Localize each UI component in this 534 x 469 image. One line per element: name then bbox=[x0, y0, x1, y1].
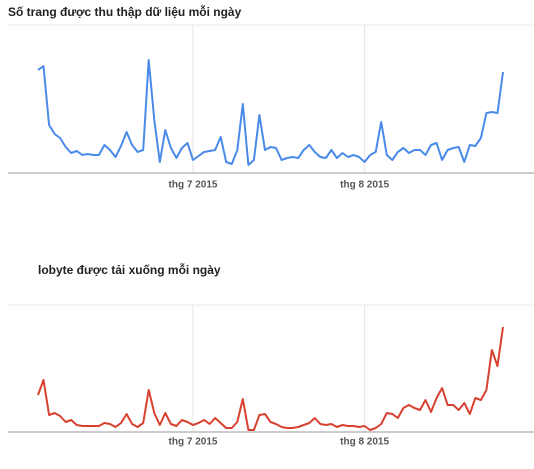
data-line bbox=[37, 326, 504, 431]
x-tick-label: thg 8 2015 bbox=[340, 180, 389, 191]
x-tick-label: thg 7 2015 bbox=[169, 437, 218, 448]
data-line bbox=[37, 59, 504, 166]
x-tick-label: thg 8 2015 bbox=[340, 437, 389, 448]
x-tick-label: thg 7 2015 bbox=[169, 180, 218, 191]
chart-title: lobyte được tải xuống mỗi ngày bbox=[38, 262, 221, 277]
chart-title: Số trang được thu thập dữ liệu mỗi ngày bbox=[8, 4, 242, 19]
